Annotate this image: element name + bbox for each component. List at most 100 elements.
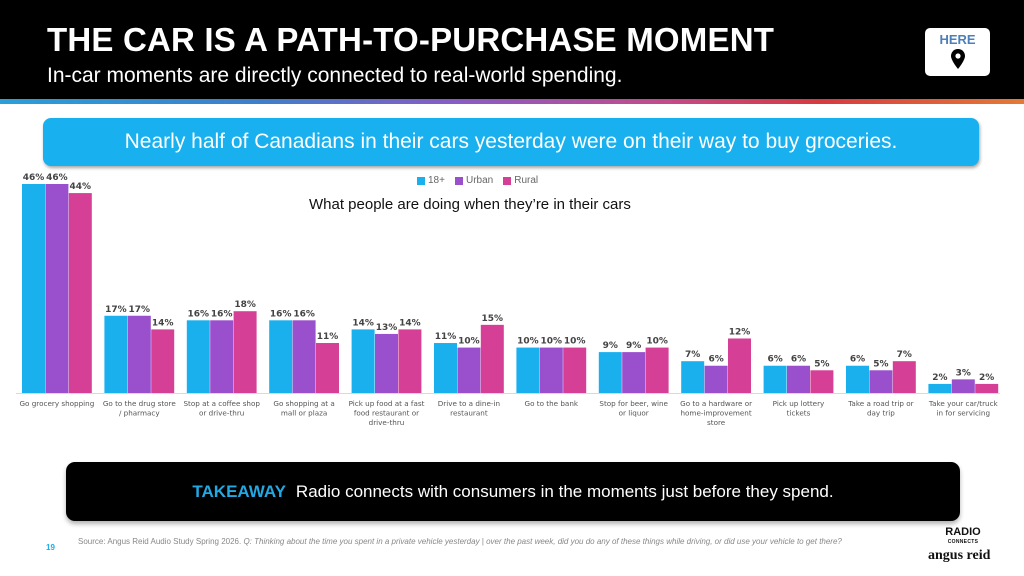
- legend-label: Rural: [514, 175, 539, 186]
- connects-logo-text: CONNECTS: [947, 539, 979, 545]
- bar-rural-9: [810, 370, 834, 393]
- bar-value-label: 14%: [152, 318, 174, 328]
- bar-value-label: 7%: [685, 350, 700, 360]
- bar-18-8: [681, 361, 705, 393]
- radio-connects-logo: RADIO CONNECTS: [943, 527, 983, 547]
- category-label: Go to the bank: [525, 399, 579, 408]
- bar-value-label: 6%: [767, 355, 782, 365]
- map-pin-icon: [950, 49, 965, 69]
- bar-value-label: 2%: [979, 373, 994, 383]
- bar-value-label: 44%: [70, 182, 92, 192]
- bar-rural-11: [975, 383, 999, 393]
- bar-urban-4: [375, 333, 398, 393]
- bar-value-label: 10%: [517, 337, 539, 347]
- chart-title: What people are doing when they’re in th…: [309, 196, 631, 213]
- bar-value-label: 2%: [932, 373, 947, 383]
- here-logo-badge: HERE: [925, 28, 990, 76]
- bar-urban-8: [704, 365, 728, 393]
- takeaway-text: Radio connects with consumers in the mom…: [295, 481, 834, 501]
- page-number: 19: [46, 543, 55, 552]
- category-label: Go to the drug store / pharmacy: [103, 399, 177, 418]
- bar-urban-0: [45, 184, 69, 393]
- bar-value-label: 16%: [293, 309, 315, 319]
- bar-value-label: 11%: [435, 332, 457, 342]
- category-label: Take a road trip or day trip: [847, 399, 913, 418]
- bar-18-4: [351, 329, 375, 393]
- bar-18-10: [846, 365, 869, 393]
- bar-18-3: [269, 320, 293, 393]
- page-subtitle: In-car moments are directly connected to…: [47, 64, 623, 87]
- bar-urban-11: [951, 379, 975, 393]
- bar-value-label: 14%: [352, 318, 374, 328]
- bar-value-label: 10%: [541, 337, 563, 347]
- legend-item-18plus: 18+: [417, 175, 445, 186]
- bar-value-label: 7%: [897, 350, 912, 360]
- bar-value-label: 9%: [626, 341, 641, 351]
- gradient-divider: [0, 99, 1024, 104]
- bar-value-label: 15%: [482, 314, 504, 324]
- bar-18-9: [763, 365, 787, 393]
- bar-value-label: 6%: [850, 355, 865, 365]
- radio-logo-text: RADIO: [945, 526, 981, 538]
- bar-value-label: 16%: [188, 309, 210, 319]
- bar-value-label: 6%: [708, 355, 723, 365]
- bar-rural-7: [645, 347, 669, 393]
- bar-value-label: 14%: [399, 318, 421, 328]
- header-banner: THE CAR IS A PATH-TO-PURCHASE MOMENT In-…: [0, 0, 1024, 100]
- bar-value-label: 17%: [105, 305, 127, 315]
- bar-18-1: [104, 315, 128, 393]
- bar-rural-1: [151, 329, 175, 393]
- bar-urban-1: [127, 315, 151, 393]
- category-label: Stop for beer, wine or liquor: [599, 399, 668, 418]
- bar-rural-2: [233, 311, 257, 393]
- bar-rural-10: [892, 361, 916, 393]
- bar-urban-10: [869, 370, 893, 393]
- legend-item-rural: Rural: [503, 175, 538, 186]
- source-note: Source: Angus Reid Audio Study Spring 20…: [78, 536, 898, 548]
- category-label: Go to a hardware or home-improvement store: [680, 399, 752, 427]
- bar-value-label: 18%: [234, 300, 256, 310]
- bar-value-label: 16%: [211, 309, 233, 319]
- source-prefix: Source: Angus Reid Audio Study Spring 20…: [78, 537, 244, 546]
- bar-value-label: 46%: [46, 173, 68, 183]
- category-label: Go shopping at a mall or plaza: [273, 399, 334, 418]
- bar-value-label: 16%: [270, 309, 292, 319]
- bar-value-label: 10%: [646, 337, 668, 347]
- category-label: Take your car/truck in for servicing: [928, 399, 999, 418]
- legend-swatch: [454, 176, 463, 185]
- chart-legend: 18+ Urban Rural: [417, 175, 538, 186]
- category-label: Pick up food at a fast food restaurant or…: [349, 399, 425, 427]
- bar-18-6: [516, 347, 540, 393]
- bar-urban-2: [210, 320, 234, 393]
- bar-value-label: 13%: [376, 323, 398, 333]
- bar-18-11: [928, 383, 952, 393]
- bar-value-label: 5%: [873, 359, 888, 369]
- bar-rural-3: [316, 343, 339, 393]
- bar-value-label: 9%: [603, 341, 618, 351]
- category-label: Stop at a coffee shop or drive-thru: [183, 399, 260, 418]
- bar-18-0: [22, 184, 45, 393]
- takeaway-label: TAKEAWAY: [192, 481, 286, 501]
- bar-rural-4: [398, 329, 422, 393]
- headline-callout: Nearly half of Canadians in their cars y…: [43, 118, 979, 166]
- bar-urban-6: [539, 347, 563, 393]
- bar-urban-3: [292, 320, 316, 393]
- bar-value-label: 12%: [729, 327, 751, 337]
- page-title: THE CAR IS A PATH-TO-PURCHASE MOMENT: [47, 21, 775, 58]
- legend-swatch: [503, 176, 512, 185]
- bar-urban-9: [787, 365, 810, 393]
- bar-value-label: 11%: [317, 332, 339, 342]
- legend-label: 18+: [428, 175, 445, 186]
- takeaway-banner: TAKEAWAY Radio connects with consumers i…: [66, 462, 960, 521]
- bar-value-label: 46%: [23, 173, 45, 183]
- category-label: Pick up lottery tickets: [773, 399, 825, 418]
- bar-18-5: [434, 343, 457, 393]
- bar-value-label: 10%: [564, 337, 586, 347]
- category-label: Go grocery shopping: [19, 399, 94, 408]
- bar-value-label: 17%: [129, 305, 151, 315]
- bar-value-label: 3%: [956, 368, 971, 378]
- legend-swatch: [417, 176, 425, 185]
- bar-rural-8: [728, 338, 751, 393]
- category-label: Drive to a dine-in restaurant: [438, 399, 500, 418]
